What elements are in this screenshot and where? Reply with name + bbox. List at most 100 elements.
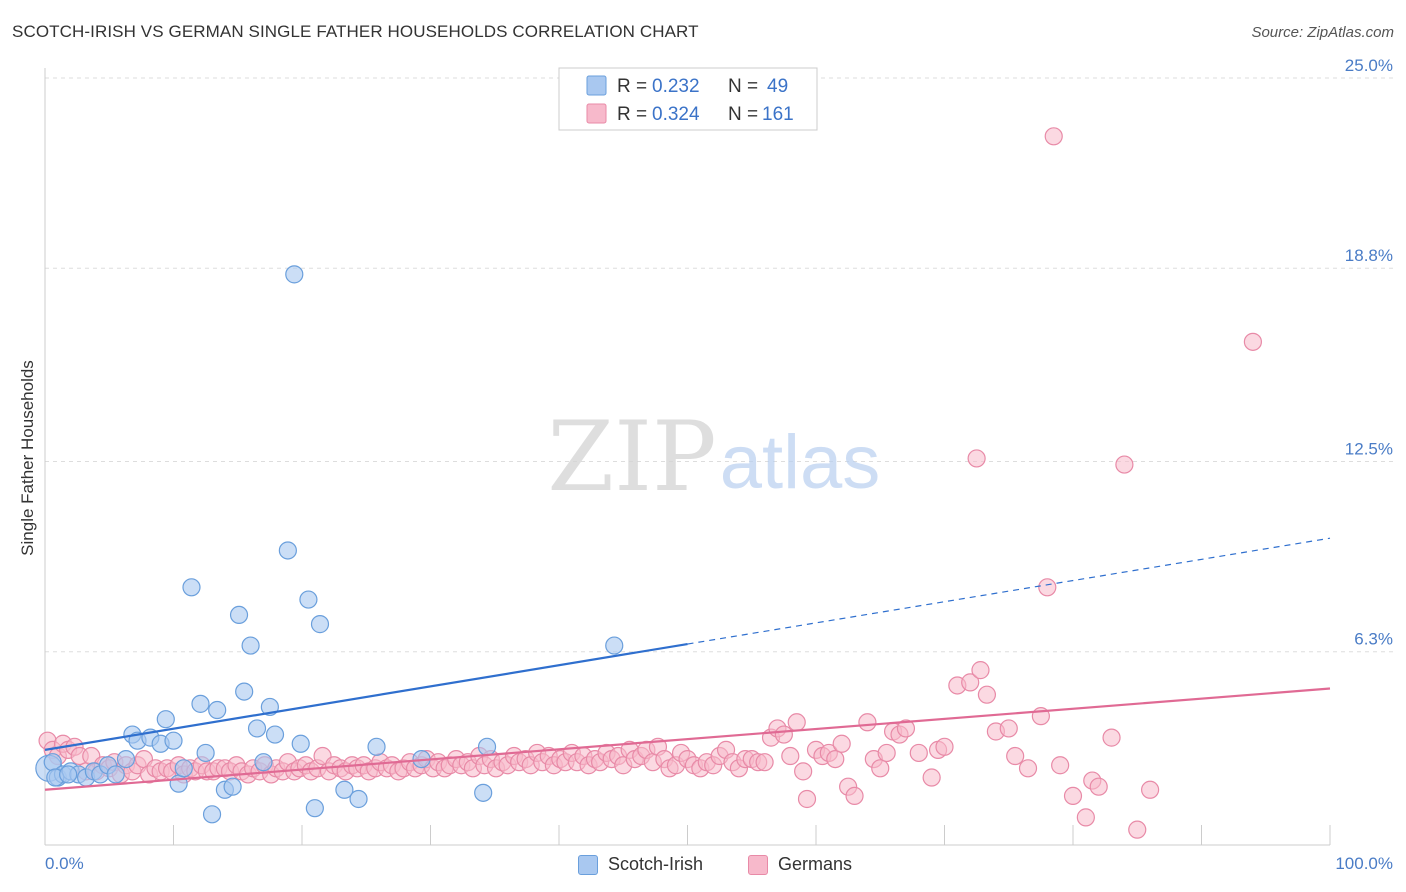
german-point	[1102, 728, 1121, 747]
legend-r-value-scotch-irish: 0.232	[652, 76, 700, 97]
german-point	[967, 449, 986, 468]
source-label: Source: ZipAtlas.com	[1251, 24, 1394, 41]
legend-swatch-scotch-irish	[578, 854, 598, 875]
german-point	[1006, 746, 1025, 766]
scotch-irish-point	[196, 743, 215, 763]
german-point	[909, 743, 928, 763]
x-tick-label: 100.0%	[1335, 854, 1393, 873]
legend-r-label-germans: R =	[617, 104, 647, 125]
watermark-atlas: atlas	[720, 420, 881, 505]
scotch-irish-point	[156, 710, 175, 729]
german-point	[961, 673, 980, 692]
scotch-irish-point	[223, 777, 242, 796]
y-tick-label: 12.5%	[1345, 440, 1393, 459]
legend-n-label-germans: N =	[728, 104, 758, 125]
scotch-irish-point	[202, 805, 222, 824]
scotch-irish-point	[291, 734, 310, 753]
scotch-irish-point	[254, 753, 273, 772]
scotch-irish-point	[182, 578, 201, 597]
german-points	[38, 127, 1263, 839]
legend-item-germans: Germans	[748, 854, 852, 875]
y-tick-label: 18.8%	[1345, 246, 1393, 265]
scotch-irish-point	[310, 615, 330, 634]
x-tick-label: 0.0%	[45, 854, 84, 873]
y-tick-label: 6.3%	[1354, 630, 1393, 649]
scotch-irish-point	[106, 765, 125, 784]
legend-label-germans: Germans	[778, 854, 853, 874]
scotch-irish-point	[208, 700, 227, 720]
german-point	[896, 719, 916, 738]
scotch-irish-point	[174, 759, 193, 778]
scotch-irish-point	[116, 749, 136, 769]
scotch-irish-point	[305, 799, 324, 818]
german-point	[1140, 780, 1160, 799]
german-point	[755, 753, 774, 772]
german-point	[1128, 820, 1147, 839]
scotch-irish-point	[59, 765, 78, 784]
german-point	[977, 685, 997, 704]
scotch-irish-trend-line-extension	[687, 537, 1331, 645]
legend-swatch-germans	[586, 103, 607, 124]
regression-lines	[44, 537, 1331, 791]
legend-r-value-germans: 0.324	[652, 104, 700, 125]
scotch-irish-point	[299, 590, 318, 609]
y-tick-label: 25.0%	[1345, 56, 1393, 75]
watermark-zip: ZIP	[547, 401, 716, 513]
german-point	[1018, 759, 1038, 778]
german-point	[774, 725, 793, 744]
chart-title: SCOTCH-IRISH VS GERMAN SINGLE FATHER HOU…	[12, 22, 699, 41]
scotch-irish-point	[229, 605, 249, 625]
watermark: ZIP atlas	[547, 401, 880, 513]
legend-n-value-germans: 161	[762, 104, 794, 125]
german-point	[1243, 332, 1263, 351]
german-point	[1115, 455, 1134, 474]
scotch-irish-point	[605, 636, 624, 655]
legend-swatch-germans	[748, 854, 768, 875]
legend-top: R = 0.232 N = 49 R = 0.324 N = 161	[558, 67, 818, 131]
german-point	[999, 719, 1018, 738]
german-point	[797, 789, 817, 809]
german-point	[781, 746, 800, 766]
german-point	[1089, 777, 1108, 796]
scotch-irish-point	[349, 789, 368, 809]
german-point	[787, 713, 806, 732]
german-point	[877, 743, 896, 763]
axes	[44, 68, 1331, 846]
legend-n-label-scotch-irish: N =	[728, 76, 758, 97]
scotch-irish-point	[474, 783, 493, 802]
german-point	[826, 749, 845, 769]
scotch-irish-point	[247, 719, 267, 738]
scotch-irish-point	[335, 780, 354, 799]
scotch-irish-points	[35, 265, 624, 824]
scotch-irish-point	[477, 737, 497, 756]
y-axis-label: Single Father Households	[18, 360, 37, 556]
german-point	[1063, 786, 1083, 806]
legend-r-label-scotch-irish: R =	[617, 76, 647, 97]
scotch-irish-point	[241, 636, 260, 655]
german-trend-line	[44, 687, 1331, 791]
german-point	[935, 737, 954, 756]
scotch-irish-point	[278, 541, 297, 560]
german-point	[832, 734, 851, 753]
legend-item-scotch-irish: Scotch-Irish	[578, 854, 703, 875]
legend-n-value-scotch-irish: 49	[767, 76, 788, 97]
scotch-irish-point	[367, 737, 386, 756]
scotch-irish-point	[191, 694, 210, 713]
scotch-irish-trend-line	[44, 642, 688, 751]
legend-label-scotch-irish: Scotch-Irish	[608, 854, 704, 874]
german-point	[858, 713, 877, 732]
german-point	[1044, 127, 1063, 146]
german-point	[1051, 756, 1070, 775]
german-point	[845, 786, 864, 806]
grid-lines	[45, 77, 1395, 653]
scotch-irish-point	[265, 725, 285, 744]
legend-bottom: Scotch-Irish Germans	[0, 850, 1406, 880]
german-point	[1038, 578, 1057, 597]
scotch-irish-point	[285, 265, 304, 284]
scotch-irish-point	[164, 731, 183, 750]
german-point	[922, 768, 941, 787]
scotch-irish-point	[235, 682, 254, 701]
german-point	[871, 759, 890, 778]
tick-labels: 6.3% 12.5% 18.8% 25.0% 0.0% 100.0%	[45, 56, 1393, 873]
